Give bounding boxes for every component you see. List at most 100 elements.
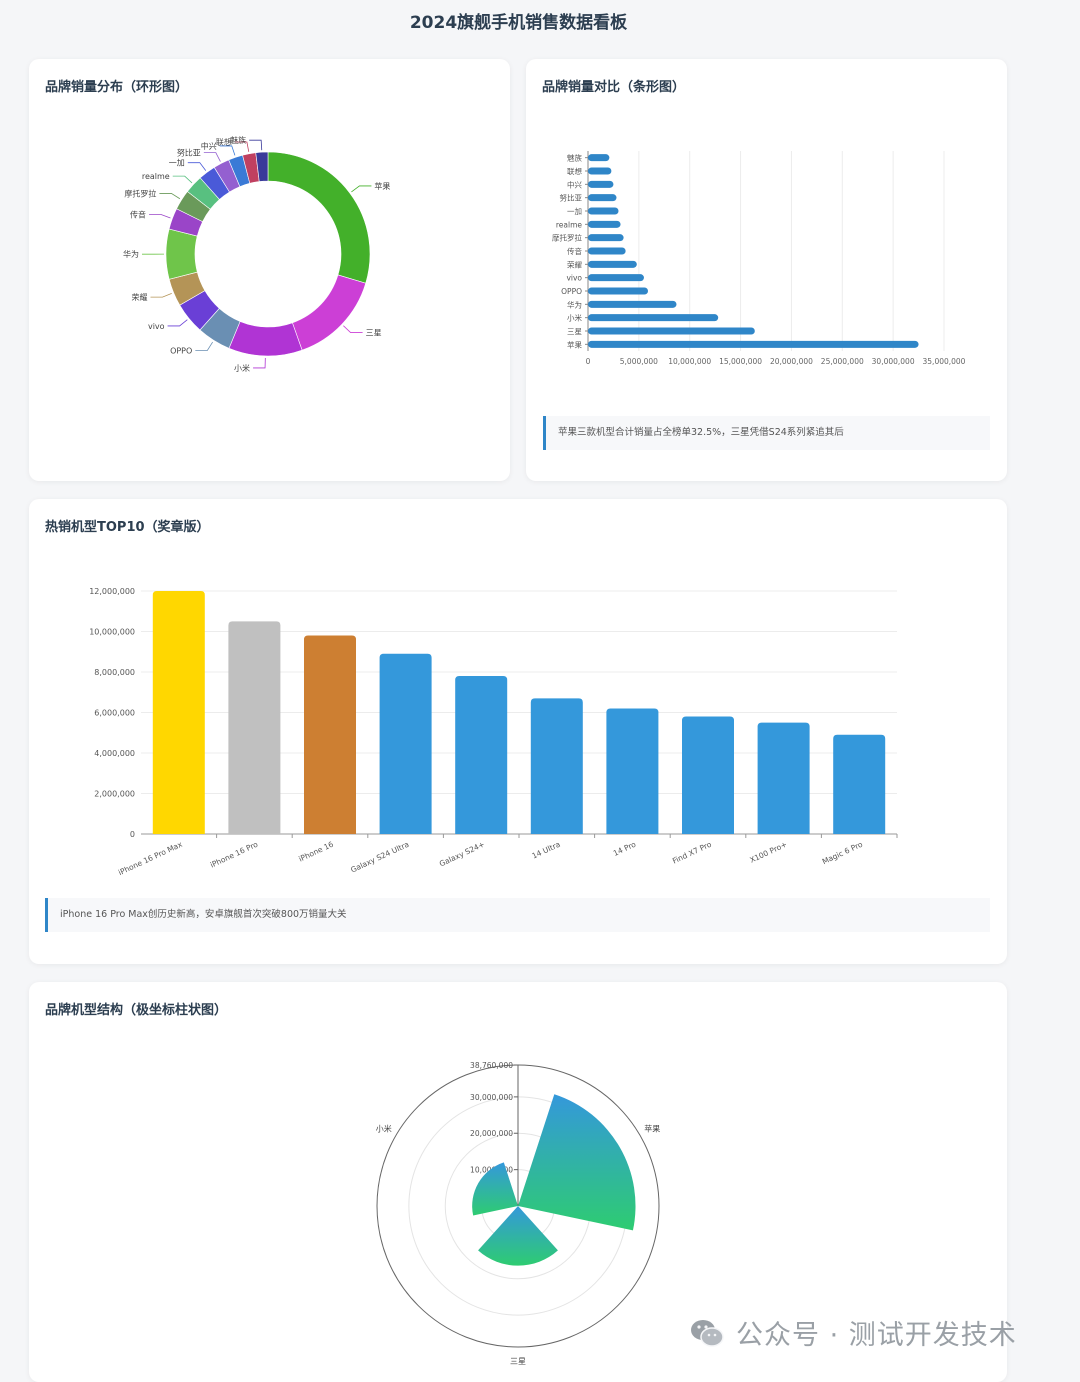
hbar [588, 341, 919, 348]
x-tick-label: 25,000,000 [821, 357, 864, 366]
donut-leader-line [253, 358, 265, 368]
page-title: 2024旗舰手机销售数据看板 [0, 8, 1037, 33]
x-tick-label: 14 Pro [612, 839, 638, 857]
donut-label: 努比亚 [177, 148, 201, 158]
donut-label: 一加 [169, 158, 185, 168]
x-tick-label: 30,000,000 [872, 357, 915, 366]
donut-slice [292, 275, 365, 350]
hbar [588, 328, 755, 335]
x-tick-label: Galaxy S24 Ultra [349, 840, 410, 875]
y-tick-label: 中兴 [567, 179, 582, 189]
x-tick-label: iPhone 16 Pro Max [117, 839, 184, 877]
y-tick-label: 4,000,000 [94, 749, 135, 758]
y-tick-label: vivo [566, 274, 582, 283]
donut-leader-line [173, 176, 192, 183]
donut-label: 荣耀 [131, 292, 147, 302]
top10-bar [455, 676, 507, 834]
donut-leader-line [204, 153, 221, 162]
donut-chart: 苹果三星小米OPPOvivo荣耀华为传音摩托罗拉realme一加努比亚中兴联想魅… [29, 59, 510, 481]
x-tick-label: 15,000,000 [719, 357, 762, 366]
top10-bar [833, 735, 885, 834]
donut-label: vivo [148, 322, 165, 331]
donut-label: OPPO [170, 347, 192, 356]
donut-leader-line [220, 146, 235, 155]
top10-bar [304, 636, 356, 834]
top10-bar [531, 698, 583, 834]
x-tick-label: Galaxy S24+ [438, 840, 486, 869]
x-tick-label: 20,000,000 [770, 357, 813, 366]
hbar [588, 288, 648, 295]
hbar [588, 168, 611, 175]
top10-bar [606, 708, 658, 834]
x-tick-label: iPhone 16 [297, 840, 335, 864]
x-tick-label: 14 Ultra [531, 840, 562, 861]
top10-bar [153, 591, 205, 834]
y-tick-label: 一加 [567, 206, 582, 216]
donut-slice [166, 229, 197, 279]
top10-bar-chart: 02,000,0004,000,0006,000,0008,000,00010,… [29, 499, 1007, 889]
x-tick-label: iPhone 16 Pro [209, 839, 260, 869]
donut-label: 中兴 [201, 141, 217, 151]
x-tick-label: Magic 6 Pro [821, 839, 865, 866]
y-tick-label: 苹果 [567, 339, 582, 349]
donut-slice [268, 152, 370, 283]
y-tick-label: OPPO [561, 287, 582, 296]
donut-slice [229, 321, 302, 356]
hbar [588, 208, 619, 215]
y-tick-label: 12,000,000 [89, 587, 135, 596]
x-tick-label: 5,000,000 [620, 357, 658, 366]
horizontal-bar-chart: 0 5,000,000 10,000,000 15,000,000 20,000,000… [526, 59, 1007, 389]
polar-bar [518, 1094, 636, 1230]
donut-label: 苹果 [374, 181, 390, 191]
y-tick-label: 华为 [567, 299, 582, 309]
y-tick-label: realme [556, 220, 583, 229]
donut-leader-line [149, 215, 170, 218]
y-tick-label: 摩托罗拉 [552, 233, 582, 243]
donut-leader-line [343, 326, 362, 333]
top10-bar [758, 723, 810, 834]
donut-leader-line [159, 193, 179, 198]
y-tick-label: 10,000,000 [89, 628, 135, 637]
donut-label: 小米 [234, 363, 250, 373]
donut-label: 摩托罗拉 [124, 188, 156, 198]
y-tick-label: 6,000,000 [94, 709, 135, 718]
donut-leader-line [168, 320, 188, 326]
donut-label: 魅族 [230, 135, 246, 145]
watermark: 公众号 · 测试开发技术 [690, 1313, 1017, 1352]
x-tick-label: 10,000,000 [668, 357, 711, 366]
x-tick-label: Find X7 Pro [671, 839, 713, 865]
x-tick-label: 35,000,000 [923, 357, 966, 366]
top10-bar [380, 654, 432, 834]
y-tick-label: 努比亚 [560, 193, 583, 203]
donut-leader-line [188, 163, 206, 171]
hbar [588, 248, 626, 255]
x-tick-label: 0 [586, 357, 591, 366]
radius-tick-label: 30,000,000 [470, 1093, 513, 1102]
donut-leader-line [150, 293, 171, 297]
hbar [588, 261, 637, 268]
polar-category-label: 三星 [510, 1357, 526, 1366]
y-tick-label: 0 [130, 830, 135, 839]
radius-tick-label: 38,760,000 [470, 1061, 513, 1070]
y-tick-label: 小米 [567, 313, 582, 323]
polar-bar [478, 1206, 558, 1266]
hbar [588, 221, 621, 228]
donut-label: 华为 [123, 249, 139, 259]
top10-bar [682, 717, 734, 834]
hbar [588, 314, 718, 321]
bar-chart-note: 苹果三款机型合计销量占全榜单32.5%，三星凭借S24系列紧追其后 [543, 416, 990, 450]
y-tick-label: 传音 [567, 246, 582, 256]
hbar [588, 181, 613, 188]
top10-chart-note: iPhone 16 Pro Max创历史新高，安卓旗舰首次突破800万销量大关 [45, 898, 990, 932]
watermark-text: 公众号 · 测试开发技术 [736, 1313, 1017, 1352]
y-tick-label: 荣耀 [567, 259, 582, 269]
donut-label: realme [142, 172, 170, 181]
y-tick-label: 魅族 [567, 153, 582, 163]
y-tick-label: 三星 [567, 327, 582, 336]
donut-label: 传音 [130, 210, 146, 220]
hbar [588, 234, 624, 241]
hbar [588, 154, 609, 161]
